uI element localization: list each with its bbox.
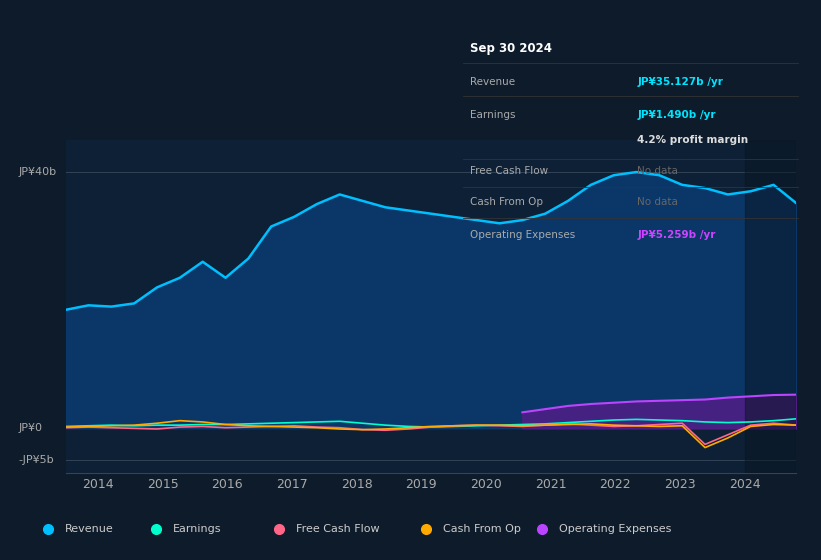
Text: Operating Expenses: Operating Expenses xyxy=(470,230,575,240)
Text: Operating Expenses: Operating Expenses xyxy=(558,524,671,534)
Text: JP¥35.127b /yr: JP¥35.127b /yr xyxy=(637,77,723,87)
Text: No data: No data xyxy=(637,166,678,176)
Text: 4.2% profit margin: 4.2% profit margin xyxy=(637,136,748,146)
Text: No data: No data xyxy=(637,197,678,207)
Text: Cash From Op: Cash From Op xyxy=(470,197,543,207)
Text: Cash From Op: Cash From Op xyxy=(443,524,521,534)
Text: JP¥40b: JP¥40b xyxy=(18,167,57,177)
Text: -JP¥5b: -JP¥5b xyxy=(18,455,54,465)
Text: Earnings: Earnings xyxy=(470,110,515,120)
Text: JP¥5.259b /yr: JP¥5.259b /yr xyxy=(637,230,715,240)
Text: Sep 30 2024: Sep 30 2024 xyxy=(470,41,552,55)
Text: Earnings: Earnings xyxy=(172,524,222,534)
Text: JP¥1.490b /yr: JP¥1.490b /yr xyxy=(637,110,716,120)
Text: Revenue: Revenue xyxy=(65,524,113,534)
Bar xyxy=(745,140,796,473)
Text: Free Cash Flow: Free Cash Flow xyxy=(470,166,548,176)
Text: Free Cash Flow: Free Cash Flow xyxy=(296,524,380,534)
Text: Revenue: Revenue xyxy=(470,77,515,87)
Text: JP¥0: JP¥0 xyxy=(18,423,42,433)
